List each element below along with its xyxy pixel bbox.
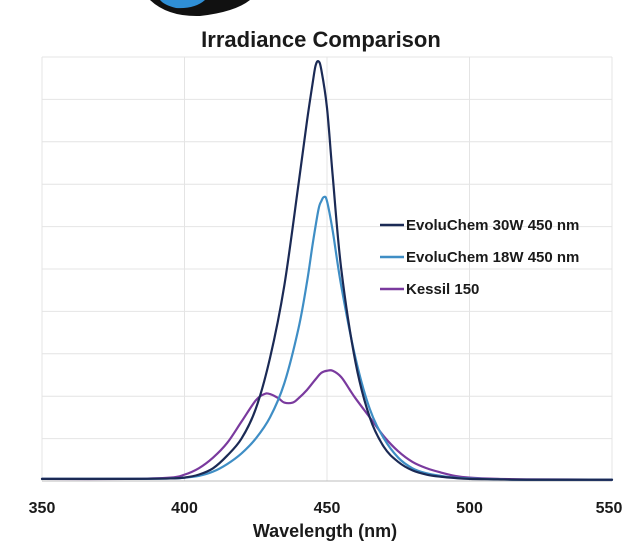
chart-title: Irradiance Comparison [201,27,441,52]
legend-label-1: EvoluChem 18W 450 nm [406,249,579,266]
x-tick-label: 550 [596,500,623,517]
decorative-logo-fragment [150,0,250,17]
legend-label-0: EvoluChem 30W 450 nm [406,217,579,234]
x-tick-label: 500 [456,500,483,517]
x-tick-label: 350 [29,500,56,517]
gridlines [41,56,613,481]
x-tick-label: 450 [314,500,341,517]
x-tick-labels: 350 400 450 500 550 [29,500,623,517]
x-axis-label: Wavelength (nm) [253,521,397,541]
legend: EvoluChem 30W 450 nm EvoluChem 18W 450 n… [380,217,579,298]
series-line-0 [40,59,614,481]
legend-label-2: Kessil 150 [406,281,479,298]
series-layer [40,59,614,481]
series-line-2 [40,369,614,481]
x-tick-label: 400 [171,500,198,517]
